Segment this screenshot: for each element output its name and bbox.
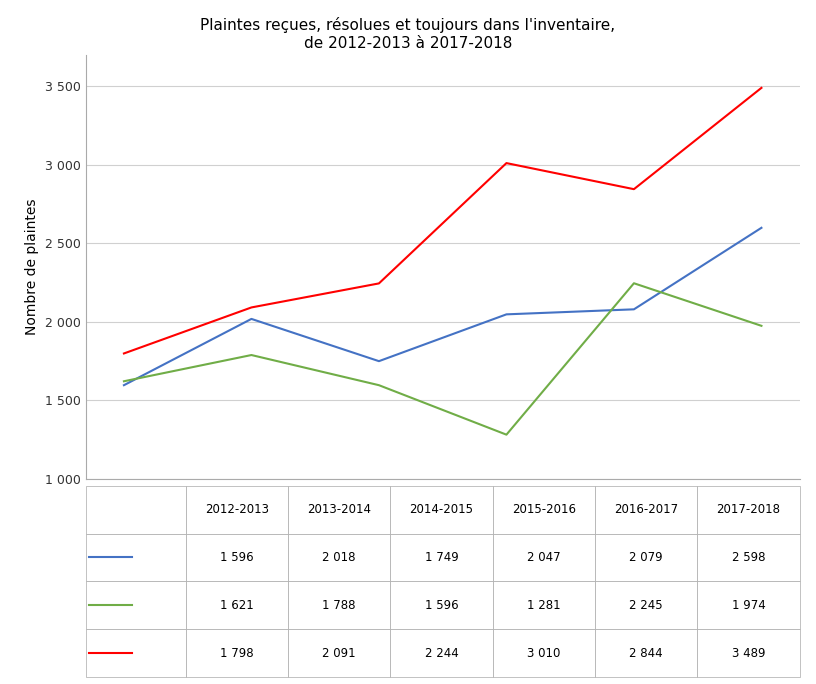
Text: 2016-2017: 2016-2017 bbox=[614, 503, 678, 516]
Bar bbox=[493, 581, 595, 629]
Text: 1 596: 1 596 bbox=[220, 551, 254, 564]
Text: 1 749: 1 749 bbox=[424, 551, 459, 564]
Text: 1 798: 1 798 bbox=[220, 646, 254, 660]
Bar bbox=[595, 534, 698, 581]
Bar bbox=[698, 534, 800, 581]
Text: 2 091: 2 091 bbox=[322, 646, 356, 660]
Text: 2 598: 2 598 bbox=[732, 551, 765, 564]
Text: 2 047: 2 047 bbox=[527, 551, 561, 564]
Bar bbox=[288, 581, 390, 629]
Text: 2 245: 2 245 bbox=[629, 598, 663, 612]
Bar bbox=[698, 629, 800, 677]
Bar bbox=[390, 534, 493, 581]
Text: 1 788: 1 788 bbox=[322, 598, 356, 612]
Bar bbox=[390, 629, 493, 677]
Bar bbox=[185, 581, 288, 629]
Text: Plaintes reçues, résolues et toujours dans l'inventaire,: Plaintes reçues, résolues et toujours da… bbox=[201, 17, 615, 33]
Bar bbox=[595, 629, 698, 677]
Text: 2014-2015: 2014-2015 bbox=[410, 503, 473, 516]
Bar bbox=[698, 486, 800, 534]
Text: 1 596: 1 596 bbox=[424, 598, 459, 612]
Text: 2 844: 2 844 bbox=[629, 646, 663, 660]
Bar bbox=[493, 534, 595, 581]
Bar bbox=[493, 629, 595, 677]
Bar bbox=[390, 486, 493, 534]
Text: 1 621: 1 621 bbox=[220, 598, 254, 612]
Bar bbox=[595, 486, 698, 534]
Bar bbox=[86, 629, 185, 677]
Text: 1 281: 1 281 bbox=[527, 598, 561, 612]
Text: 3 489: 3 489 bbox=[732, 646, 765, 660]
Bar bbox=[185, 486, 288, 534]
Bar bbox=[86, 534, 185, 581]
Bar bbox=[390, 581, 493, 629]
Text: de 2012-2013 à 2017-2018: de 2012-2013 à 2017-2018 bbox=[304, 36, 512, 51]
Text: 1 974: 1 974 bbox=[732, 598, 765, 612]
Text: 2012-2013: 2012-2013 bbox=[205, 503, 268, 516]
Bar bbox=[185, 629, 288, 677]
Bar bbox=[288, 534, 390, 581]
Bar bbox=[288, 629, 390, 677]
Text: 2 018: 2 018 bbox=[322, 551, 356, 564]
Bar bbox=[86, 486, 185, 534]
Bar bbox=[595, 581, 698, 629]
Bar bbox=[185, 534, 288, 581]
Y-axis label: Nombre de plaintes: Nombre de plaintes bbox=[25, 198, 39, 335]
Bar bbox=[493, 486, 595, 534]
Text: 2013-2014: 2013-2014 bbox=[307, 503, 371, 516]
Text: 2017-2018: 2017-2018 bbox=[716, 503, 781, 516]
Text: 2 244: 2 244 bbox=[424, 646, 459, 660]
Text: 3 010: 3 010 bbox=[527, 646, 561, 660]
Bar bbox=[288, 486, 390, 534]
Bar bbox=[698, 581, 800, 629]
Bar bbox=[86, 581, 185, 629]
Text: 2 079: 2 079 bbox=[629, 551, 663, 564]
Text: 2015-2016: 2015-2016 bbox=[512, 503, 576, 516]
